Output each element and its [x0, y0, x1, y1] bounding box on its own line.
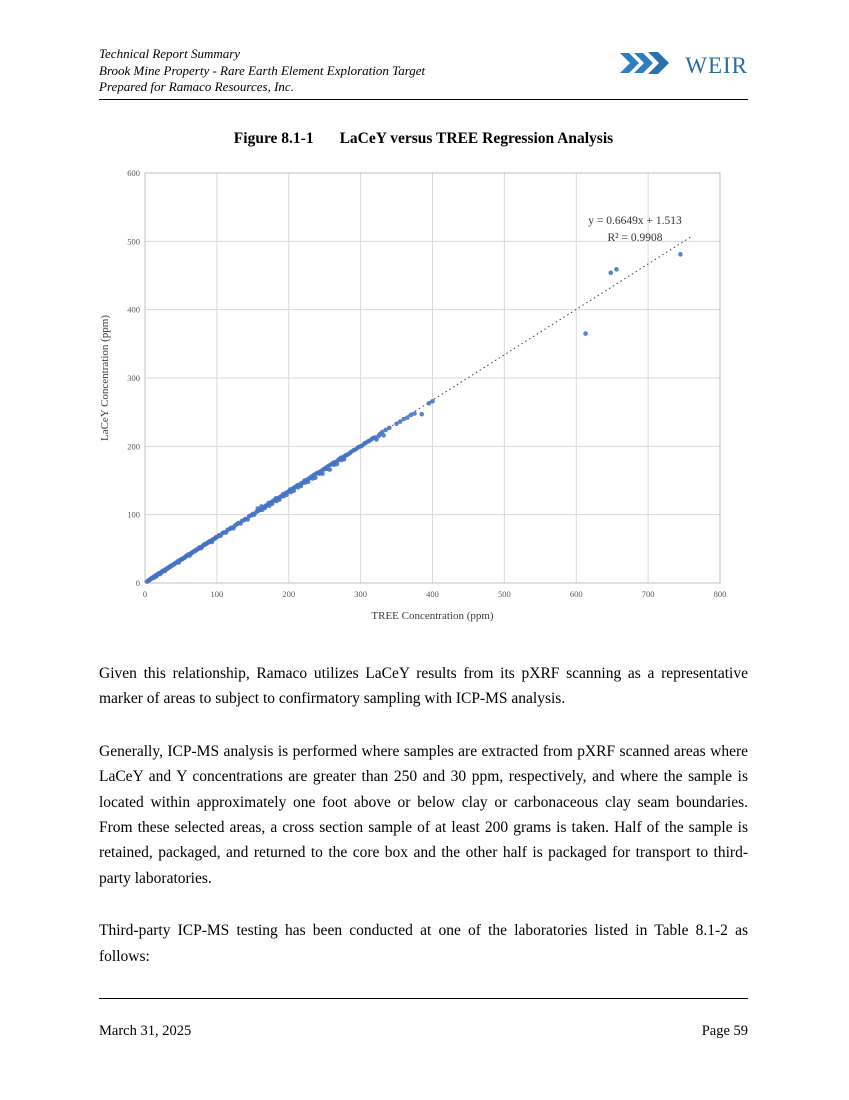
header-rule [99, 98, 748, 100]
y-tick-label: 100 [127, 510, 140, 520]
data-point [374, 437, 379, 442]
data-point [387, 425, 392, 431]
data-point [430, 398, 435, 404]
page-footer: March 31, 2025 Page 59 [99, 998, 748, 1040]
header-text-block: Technical Report Summary Brook Mine Prop… [99, 46, 425, 96]
weir-chevrons-icon [619, 50, 681, 81]
weir-logo-text: WEIR [685, 52, 748, 78]
paragraph-1: Given this relationship, Ramaco utilizes… [99, 664, 748, 708]
data-point [608, 270, 614, 275]
data-point [583, 331, 588, 336]
data-point [334, 461, 340, 467]
data-point [419, 411, 425, 417]
data-point [397, 419, 403, 424]
data-point [412, 411, 417, 416]
header-line-2: Brook Mine Property - Rare Earth Element… [99, 62, 426, 78]
x-tick-label: 400 [426, 589, 439, 599]
y-tick-label: 600 [127, 168, 140, 178]
figure-title: Figure 8.1-1 LaCeY versus TREE Regression… [99, 130, 748, 148]
data-point [678, 251, 683, 257]
data-point [614, 266, 619, 272]
x-tick-label: 200 [282, 589, 295, 599]
data-point [381, 432, 386, 438]
x-tick-label: 600 [570, 589, 583, 599]
y-axis-title: LaCeY Concentration (ppm) [99, 315, 111, 441]
y-tick-label: 300 [127, 373, 140, 383]
figure-title-text: LaCeY versus TREE Regression Analysis [339, 129, 614, 147]
x-tick-label: 700 [642, 589, 655, 599]
figure-label: Figure 8.1-1 [233, 129, 314, 147]
x-tick-label: 300 [354, 589, 367, 599]
x-tick-label: 100 [211, 589, 224, 599]
scatter-plot-svg: 0 100 200 300 400 500 600 700 800 0 100 200 300 400 50… [99, 168, 727, 622]
data-point [305, 479, 311, 485]
regression-equation: y = 0.6649x + 1.513 [588, 215, 682, 227]
x-tick-label: 500 [498, 589, 511, 599]
footer-date: March 31, 2025 [99, 1023, 192, 1039]
data-point [394, 421, 399, 426]
header-line-1: Technical Report Summary [99, 46, 241, 61]
y-tick-label: 0 [136, 578, 140, 588]
data-point [341, 456, 347, 462]
data-point [383, 427, 389, 433]
body-text: Given this relationship, Ramaco utilizes… [99, 661, 748, 969]
data-point [327, 467, 333, 472]
footer-page-number: Page 59 [701, 1023, 748, 1039]
x-tick-label: 0 [143, 589, 147, 599]
data-point [405, 415, 410, 420]
header-line-3: Prepared for Ramaco Resources, Inc. [99, 79, 294, 95]
data-point [401, 416, 407, 422]
x-axis-title: TREE Concentration (ppm) [371, 610, 494, 622]
data-point [320, 471, 325, 476]
r-squared-value: R² = 0.9908 [608, 232, 663, 244]
x-tick-label: 800 [714, 589, 727, 599]
data-point [291, 488, 297, 493]
y-tick-label: 500 [127, 236, 140, 246]
weir-logo: WEIR [619, 50, 748, 81]
plot-border [144, 172, 721, 584]
data-point [426, 400, 432, 406]
paragraph-3: Third-party ICP-MS testing has been cond… [99, 922, 748, 965]
data-point [313, 475, 318, 480]
scatter-chart: 0 100 200 300 400 500 600 700 800 0 100 200 300 400 50… [95, 158, 748, 635]
page-header: Technical Report Summary Brook Mine Prop… [99, 46, 748, 96]
paragraph-2: Generally, ICP-MS analysis is performed … [99, 742, 748, 887]
footer-rule [99, 998, 748, 999]
data-point [408, 412, 414, 418]
y-tick-label: 400 [127, 305, 140, 315]
y-tick-label: 200 [127, 441, 140, 451]
